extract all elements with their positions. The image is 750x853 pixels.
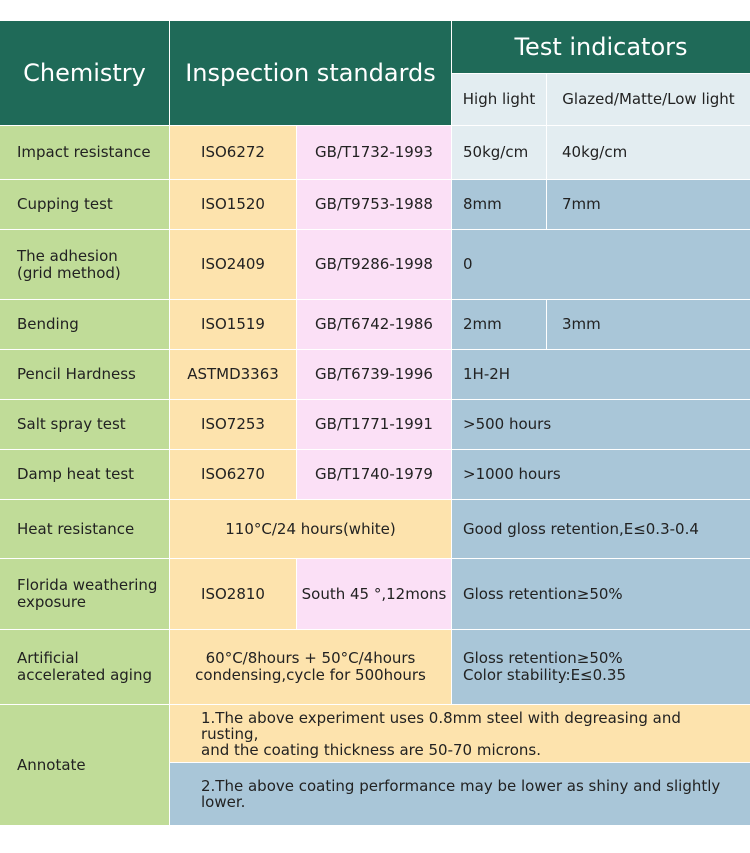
header-test-indicators: Test indicators <box>452 21 750 73</box>
row-heat-resistance-value: Good gloss retention,E≤0.3-0.4 <box>452 500 750 558</box>
row-pencil-hardness-iso: ASTMD3363 <box>170 350 296 399</box>
row-impact-resistance-name: Impact resistance <box>0 126 169 179</box>
row-florida-weathering-iso: ISO2810 <box>170 559 296 629</box>
row-damp-heat-name: Damp heat test <box>0 450 169 499</box>
row-bending-iso: ISO1519 <box>170 300 296 349</box>
row-adhesion-iso: ISO2409 <box>170 230 296 299</box>
row-heat-resistance-standard: 110°C/24 hours(white) <box>170 500 451 558</box>
row-heat-resistance-name: Heat resistance <box>0 500 169 558</box>
header-glazed-low-light: Glazed/Matte/Low light <box>547 74 750 125</box>
row-impact-resistance-iso: ISO6272 <box>170 126 296 179</box>
annotate-note-2: 2.The above coating performance may be l… <box>170 763 750 825</box>
row-impact-resistance-gb: GB/T1732-1993 <box>297 126 451 179</box>
header-inspection-standards: Inspection standards <box>170 21 451 125</box>
row-cupping-test-low: 7mm <box>547 180 750 229</box>
row-pencil-hardness-name: Pencil Hardness <box>0 350 169 399</box>
row-cupping-test-high: 8mm <box>452 180 546 229</box>
row-impact-resistance-high: 50kg/cm <box>452 126 546 179</box>
row-adhesion-gb: GB/T9286-1998 <box>297 230 451 299</box>
row-florida-weathering-name: Florida weathering exposure <box>0 559 169 629</box>
row-damp-heat-iso: ISO6270 <box>170 450 296 499</box>
row-pencil-hardness-gb: GB/T6739-1996 <box>297 350 451 399</box>
header-chemistry: Chemistry <box>0 21 169 125</box>
row-pencil-hardness-value: 1H-2H <box>452 350 750 399</box>
row-bending-name: Bending <box>0 300 169 349</box>
row-impact-resistance-low: 40kg/cm <box>547 126 750 179</box>
row-cupping-test-gb: GB/T9753-1988 <box>297 180 451 229</box>
row-salt-spray-name: Salt spray test <box>0 400 169 449</box>
row-damp-heat-gb: GB/T1740-1979 <box>297 450 451 499</box>
row-florida-weathering-gb: South 45 °,12mons <box>297 559 451 629</box>
row-bending-gb: GB/T6742-1986 <box>297 300 451 349</box>
row-salt-spray-gb: GB/T1771-1991 <box>297 400 451 449</box>
row-cupping-test-iso: ISO1520 <box>170 180 296 229</box>
row-adhesion-name: The adhesion (grid method) <box>0 230 169 299</box>
row-florida-weathering-value: Gloss retention≥50% <box>452 559 750 629</box>
row-accelerated-aging-value: Gloss retention≥50% Color stability:E≤0.… <box>452 630 750 704</box>
row-bending-high: 2mm <box>452 300 546 349</box>
row-adhesion-value: 0 <box>452 230 750 299</box>
row-accelerated-aging-name: Artificial accelerated aging <box>0 630 169 704</box>
row-damp-heat-value: >1000 hours <box>452 450 750 499</box>
row-salt-spray-iso: ISO7253 <box>170 400 296 449</box>
annotate-note-1: 1.The above experiment uses 0.8mm steel … <box>170 705 750 762</box>
annotate-label: Annotate <box>0 705 169 825</box>
row-cupping-test-name: Cupping test <box>0 180 169 229</box>
row-accelerated-aging-standard: 60°C/8hours + 50°C/4hours condensing,cyc… <box>170 630 451 704</box>
header-high-light: High light <box>452 74 546 125</box>
row-salt-spray-value: >500 hours <box>452 400 750 449</box>
row-bending-low: 3mm <box>547 300 750 349</box>
